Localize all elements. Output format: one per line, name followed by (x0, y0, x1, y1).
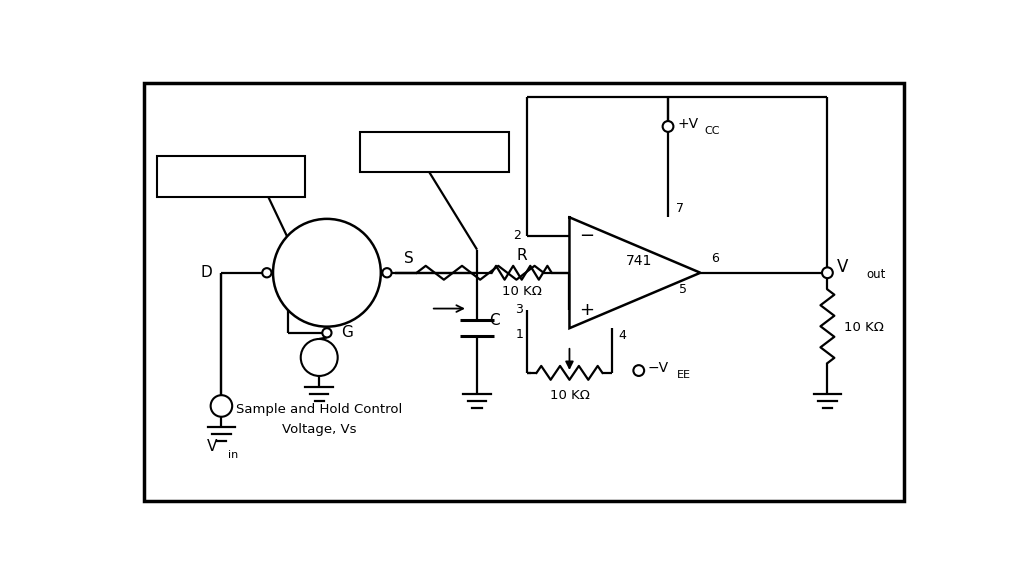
Text: −V: −V (648, 361, 669, 375)
Text: out: out (866, 268, 886, 281)
FancyBboxPatch shape (360, 132, 509, 172)
Text: EE: EE (677, 370, 691, 380)
Text: C: C (488, 313, 500, 328)
Text: 5: 5 (679, 283, 686, 296)
Text: V: V (207, 438, 217, 453)
Text: in: in (227, 450, 238, 460)
Text: 10 KΩ: 10 KΩ (845, 321, 885, 334)
Text: 741: 741 (626, 254, 652, 268)
Circle shape (211, 395, 232, 417)
Circle shape (663, 121, 674, 132)
Text: S: S (403, 251, 414, 266)
Text: 6: 6 (711, 252, 719, 265)
Text: D: D (201, 265, 212, 280)
Circle shape (634, 365, 644, 376)
Circle shape (262, 268, 271, 277)
FancyBboxPatch shape (157, 156, 305, 196)
Text: 1: 1 (515, 328, 523, 341)
Text: G: G (341, 325, 352, 340)
Text: Voltage, Vs: Voltage, Vs (282, 423, 356, 435)
Text: +V: +V (677, 117, 698, 131)
Text: 4: 4 (617, 329, 626, 342)
Text: Sample and Hold Control: Sample and Hold Control (237, 404, 402, 416)
Text: 3: 3 (515, 303, 523, 316)
Text: 10 KΩ: 10 KΩ (502, 285, 542, 298)
Text: V: V (837, 258, 848, 276)
Text: Holding Capacitor: Holding Capacitor (375, 145, 494, 159)
Text: 10 KΩ: 10 KΩ (550, 390, 590, 402)
Text: N-Channel E-Mosfet: N-Channel E-Mosfet (166, 170, 297, 183)
Text: CC: CC (705, 126, 720, 136)
FancyBboxPatch shape (144, 83, 903, 501)
Circle shape (822, 267, 833, 278)
Circle shape (323, 328, 332, 338)
Text: −: − (579, 227, 594, 245)
Circle shape (273, 219, 381, 327)
Circle shape (301, 339, 338, 376)
Text: +: + (579, 301, 594, 318)
Text: 2: 2 (513, 229, 521, 242)
Circle shape (382, 268, 391, 277)
Text: R: R (516, 248, 527, 263)
Text: 7: 7 (676, 201, 684, 215)
